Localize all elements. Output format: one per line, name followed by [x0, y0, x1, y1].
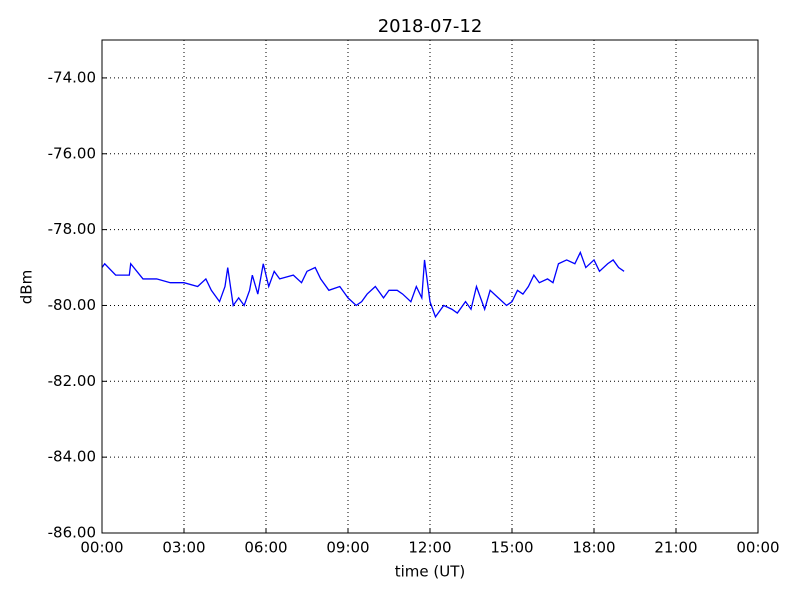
x-tick-label: 00:00 — [80, 539, 123, 557]
x-tick-label: 06:00 — [244, 539, 287, 557]
chart-title: 2018-07-12 — [378, 16, 483, 37]
plot-frame — [101, 39, 759, 534]
y-axis-label: dBm — [18, 270, 36, 304]
x-tick-label: 03:00 — [162, 539, 205, 557]
x-axis-label: time (UT) — [395, 563, 466, 581]
y-tick-label: -76.00 — [48, 144, 96, 162]
x-tick-label: 15:00 — [490, 539, 533, 557]
y-tick-label: -80.00 — [48, 296, 96, 314]
y-tick-label: -84.00 — [48, 448, 96, 466]
y-tick-label: -86.00 — [48, 524, 96, 542]
x-tick-label: 00:00 — [736, 539, 779, 557]
y-tick-label: -78.00 — [48, 220, 96, 238]
y-tick-label: -74.00 — [48, 68, 96, 86]
y-tick-label: -82.00 — [48, 372, 96, 390]
x-tick-label: 12:00 — [408, 539, 451, 557]
x-tick-label: 18:00 — [572, 539, 615, 557]
data-line — [101, 250, 625, 319]
x-tick-label: 21:00 — [654, 539, 697, 557]
x-tick-label: 09:00 — [326, 539, 369, 557]
